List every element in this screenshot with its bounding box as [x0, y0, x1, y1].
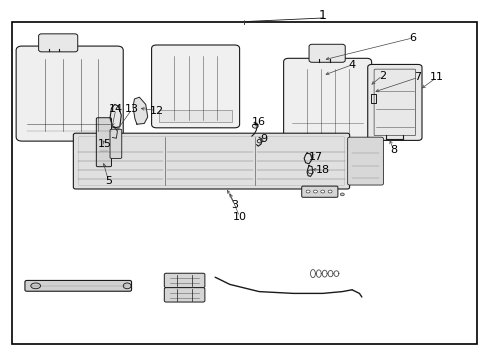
Text: 4: 4 [348, 60, 355, 70]
Text: 8: 8 [389, 145, 396, 155]
Text: 2: 2 [378, 71, 385, 81]
FancyBboxPatch shape [301, 186, 337, 197]
Circle shape [313, 190, 317, 193]
Text: 9: 9 [260, 134, 267, 144]
Text: 5: 5 [105, 176, 112, 186]
Text: 17: 17 [308, 152, 322, 162]
Text: 16: 16 [252, 117, 265, 127]
Text: 13: 13 [125, 104, 139, 114]
Ellipse shape [31, 283, 41, 289]
Text: 6: 6 [409, 33, 416, 43]
Text: 18: 18 [315, 165, 329, 175]
FancyBboxPatch shape [151, 45, 239, 128]
Circle shape [252, 124, 258, 128]
FancyBboxPatch shape [110, 129, 122, 158]
Circle shape [320, 190, 324, 193]
Text: 10: 10 [232, 212, 246, 222]
FancyBboxPatch shape [25, 280, 131, 291]
FancyBboxPatch shape [164, 273, 204, 288]
Text: 7: 7 [414, 72, 421, 82]
FancyBboxPatch shape [96, 118, 111, 167]
Polygon shape [133, 97, 147, 124]
Circle shape [327, 190, 331, 193]
Text: 3: 3 [231, 200, 238, 210]
FancyBboxPatch shape [39, 34, 78, 52]
Ellipse shape [123, 283, 131, 289]
Circle shape [340, 193, 344, 196]
Circle shape [305, 190, 309, 193]
Text: 15: 15 [98, 139, 112, 149]
FancyBboxPatch shape [308, 44, 345, 62]
FancyBboxPatch shape [73, 133, 349, 189]
FancyBboxPatch shape [367, 64, 421, 140]
FancyBboxPatch shape [164, 288, 204, 302]
FancyBboxPatch shape [283, 58, 371, 141]
Polygon shape [110, 104, 121, 128]
Text: 14: 14 [109, 104, 122, 114]
Bar [159, 110, 232, 122]
Circle shape [257, 139, 262, 143]
Text: 12: 12 [149, 105, 163, 116]
FancyBboxPatch shape [347, 137, 383, 185]
Circle shape [307, 170, 312, 174]
Ellipse shape [371, 97, 374, 101]
Text: 11: 11 [429, 72, 443, 82]
Bar [12, 22, 476, 344]
FancyBboxPatch shape [16, 46, 123, 141]
Text: 1: 1 [318, 9, 326, 22]
